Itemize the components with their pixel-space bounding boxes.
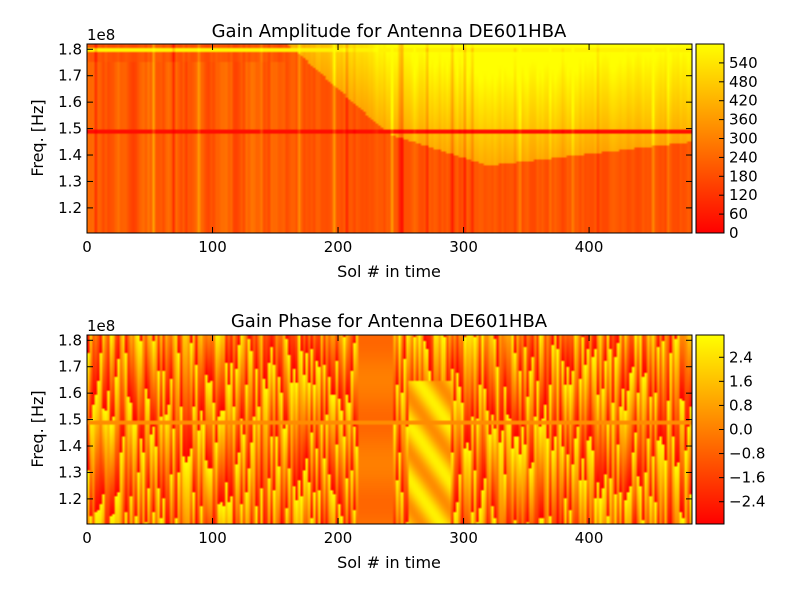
colorbar-tick-label: 300: [729, 130, 758, 148]
x-tick-label: 400: [575, 529, 604, 547]
colorbar-tick-label: 60: [729, 205, 748, 223]
x-tick-label: 300: [449, 238, 478, 256]
y-tick-label: 1.6: [58, 93, 82, 111]
x-tick-label: 400: [575, 238, 604, 256]
colorbar-tick-label: 420: [729, 92, 758, 110]
phase-ticks: 0 100 200 300 400 1.2 1.3 1.4 1.5 1.6 1.7 1.8: [58, 331, 692, 547]
phase-offset-label: 1e8: [87, 317, 115, 335]
amplitude-plot: Gain Amplitude for Antenna DE601HBA 1e8 …: [28, 21, 758, 281]
x-tick-label: 200: [324, 238, 353, 256]
y-tick-label: 1.2: [58, 490, 82, 508]
y-tick-label: 1.4: [58, 437, 82, 455]
amplitude-title: Gain Amplitude for Antenna DE601HBA: [212, 21, 567, 42]
x-tick-label: 300: [449, 529, 478, 547]
amp-heatmap-image: [87, 44, 692, 233]
amplitude-ticks: 0 100 200 300 400 1.2 1.3 1.4 1.5 1.6 1.7 1.8: [58, 40, 692, 256]
colorbar-tick-label: 0.8: [729, 396, 753, 414]
colorbar-tick-label: 540: [729, 54, 758, 72]
amplitude-frame: [86, 43, 693, 234]
phase-heatmap-image: [87, 335, 692, 524]
x-tick-label: 0: [82, 238, 92, 256]
y-tick-label: 1.2: [58, 199, 82, 217]
phase-xlabel: Sol # in time: [337, 553, 441, 572]
x-tick-label: 0: [82, 529, 92, 547]
y-tick-label: 1.7: [58, 358, 82, 376]
phase-ylabel: Freq. [Hz]: [28, 390, 47, 467]
y-tick-label: 1.6: [58, 384, 82, 402]
colorbar-tick-label: −0.8: [729, 445, 765, 463]
y-tick-label: 1.5: [58, 411, 82, 429]
amplitude-heatmap: [87, 44, 692, 233]
amplitude-ylabel: Freq. [Hz]: [28, 99, 47, 176]
colorbar-tick-label: 0: [729, 224, 739, 242]
colorbar-tick-label: 480: [729, 73, 758, 91]
colorbar-tick-label: 120: [729, 186, 758, 204]
phase-colorbar: 2.4 1.6 0.8 0.0 −0.8 −1.6 −2.4: [695, 334, 765, 525]
y-tick-label: 1.4: [58, 146, 82, 164]
x-tick-label: 100: [198, 238, 227, 256]
colorbar-tick-label: 0.0: [729, 421, 753, 439]
phase-heatmap: [87, 335, 692, 524]
colorbar-tick-label: 240: [729, 148, 758, 166]
amplitude-xlabel: Sol # in time: [337, 262, 441, 281]
colorbar-tick-label: 2.4: [729, 348, 753, 366]
y-tick-label: 1.3: [58, 172, 82, 190]
x-tick-label: 200: [324, 529, 353, 547]
colorbar-tick-label: 360: [729, 111, 758, 129]
colorbar-tick-label: 180: [729, 167, 758, 185]
y-tick-label: 1.5: [58, 120, 82, 138]
y-tick-label: 1.3: [58, 463, 82, 481]
phase-frame: [86, 334, 693, 525]
phase-plot: Gain Phase for Antenna DE601HBA 1e8 0 100…: [28, 311, 765, 572]
phase-title: Gain Phase for Antenna DE601HBA: [231, 311, 548, 332]
colorbar-tick-label: −1.6: [729, 469, 765, 487]
amplitude-offset-label: 1e8: [87, 26, 115, 44]
y-tick-label: 1.7: [58, 67, 82, 85]
y-tick-label: 1.8: [58, 40, 82, 58]
y-tick-label: 1.8: [58, 331, 82, 349]
x-tick-label: 100: [198, 529, 227, 547]
colorbar-tick-label: −2.4: [729, 493, 765, 511]
colorbar-tick-label: 1.6: [729, 372, 753, 390]
